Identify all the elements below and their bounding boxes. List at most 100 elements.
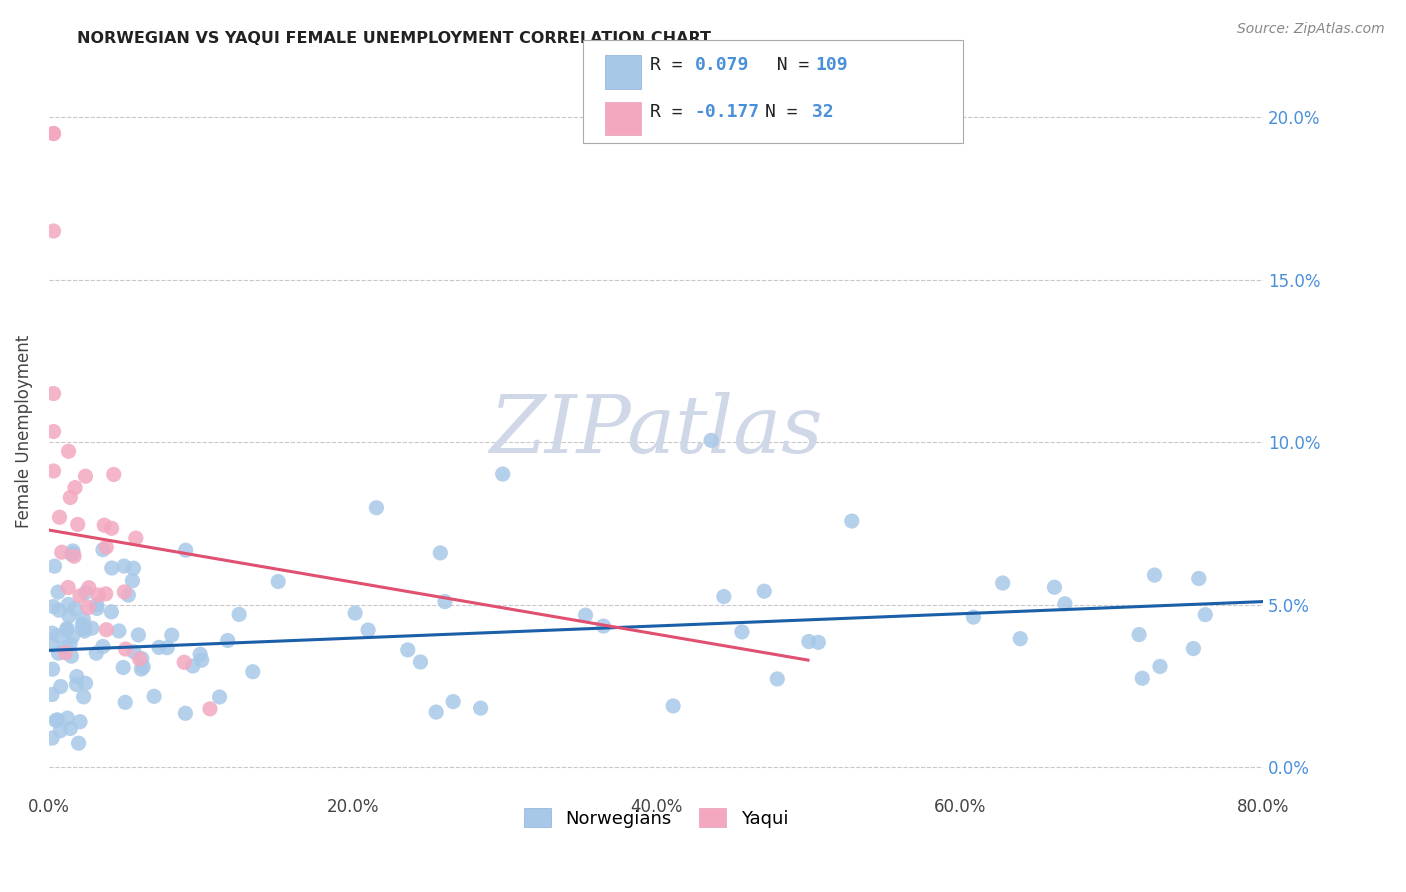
Point: [731, 624, 754, 639]
Point: [1143, 568, 1166, 582]
Text: 0.079: 0.079: [695, 56, 749, 74]
Point: [77, 600, 100, 615]
Point: [59, 491, 82, 505]
Point: [63, 481, 86, 495]
Point: [60, 649, 83, 664]
Point: [48, 646, 70, 660]
Point: [41, 662, 63, 676]
Point: [48, 603, 70, 617]
Text: R =: R =: [650, 103, 693, 121]
Text: NORWEGIAN VS YAQUI FEMALE UNEMPLOYMENT CORRELATION CHART: NORWEGIAN VS YAQUI FEMALE UNEMPLOYMENT C…: [77, 31, 711, 46]
Point: [42, 386, 65, 401]
Point: [103, 467, 125, 482]
Point: [87, 588, 110, 602]
Point: [114, 642, 136, 657]
Point: [75, 469, 97, 483]
Point: [42, 224, 65, 238]
Point: [357, 623, 380, 637]
Point: [42, 425, 65, 439]
Point: [131, 662, 153, 676]
Point: [433, 594, 456, 608]
Point: [156, 640, 179, 655]
Point: [713, 590, 735, 604]
Point: [62, 547, 84, 561]
Point: [766, 672, 789, 686]
Point: [344, 606, 367, 620]
Point: [574, 608, 596, 623]
Text: Source: ZipAtlas.com: Source: ZipAtlas.com: [1237, 22, 1385, 37]
Text: R =: R =: [650, 56, 693, 74]
Point: [86, 598, 108, 612]
Point: [1010, 632, 1032, 646]
Point: [228, 607, 250, 622]
Point: [72, 612, 94, 626]
Point: [366, 500, 388, 515]
Point: [100, 521, 122, 535]
Point: [754, 584, 776, 599]
Text: 32: 32: [801, 103, 834, 121]
Point: [55, 640, 77, 655]
Point: [67, 736, 90, 750]
Point: [190, 653, 212, 667]
Point: [112, 559, 135, 574]
Point: [117, 588, 139, 602]
Point: [58, 609, 80, 624]
Point: [94, 587, 117, 601]
Point: [86, 601, 108, 615]
Point: [470, 701, 492, 715]
Point: [56, 711, 79, 725]
Point: [42, 638, 65, 652]
Point: [84, 646, 107, 660]
Point: [77, 581, 100, 595]
Point: [700, 434, 723, 448]
Point: [122, 645, 145, 659]
Point: [148, 640, 170, 655]
Point: [173, 655, 195, 669]
Point: [100, 561, 122, 575]
Point: [409, 655, 432, 669]
Point: [127, 628, 149, 642]
Point: [60, 630, 83, 644]
Point: [181, 659, 204, 673]
Point: [131, 651, 153, 665]
Point: [128, 652, 150, 666]
Point: [96, 623, 118, 637]
Text: 109: 109: [815, 56, 848, 74]
Point: [66, 669, 89, 683]
Point: [1149, 659, 1171, 673]
Point: [174, 706, 197, 721]
Point: [492, 467, 515, 481]
Point: [51, 545, 73, 559]
Point: [114, 695, 136, 709]
Point: [41, 731, 63, 746]
Point: [217, 633, 239, 648]
Point: [56, 621, 79, 635]
Point: [93, 518, 115, 533]
Point: [75, 586, 97, 600]
Point: [80, 621, 103, 635]
Point: [396, 643, 419, 657]
Point: [73, 621, 96, 635]
Y-axis label: Female Unemployment: Female Unemployment: [15, 334, 32, 527]
Point: [797, 634, 820, 648]
Point: [160, 628, 183, 642]
Point: [112, 585, 135, 599]
Text: ZIPatlas: ZIPatlas: [489, 392, 823, 470]
Point: [65, 602, 87, 616]
Text: -0.177: -0.177: [695, 103, 759, 121]
Point: [429, 546, 451, 560]
Point: [41, 688, 63, 702]
Point: [49, 680, 72, 694]
Point: [59, 637, 82, 651]
Point: [132, 660, 155, 674]
Point: [42, 127, 65, 141]
Point: [69, 589, 91, 603]
Point: [75, 676, 97, 690]
Point: [592, 619, 614, 633]
Point: [46, 629, 69, 643]
Point: [62, 544, 84, 558]
Legend: Norwegians, Yaqui: Norwegians, Yaqui: [517, 801, 796, 835]
Point: [425, 705, 447, 719]
Point: [60, 548, 83, 562]
Point: [188, 648, 211, 662]
